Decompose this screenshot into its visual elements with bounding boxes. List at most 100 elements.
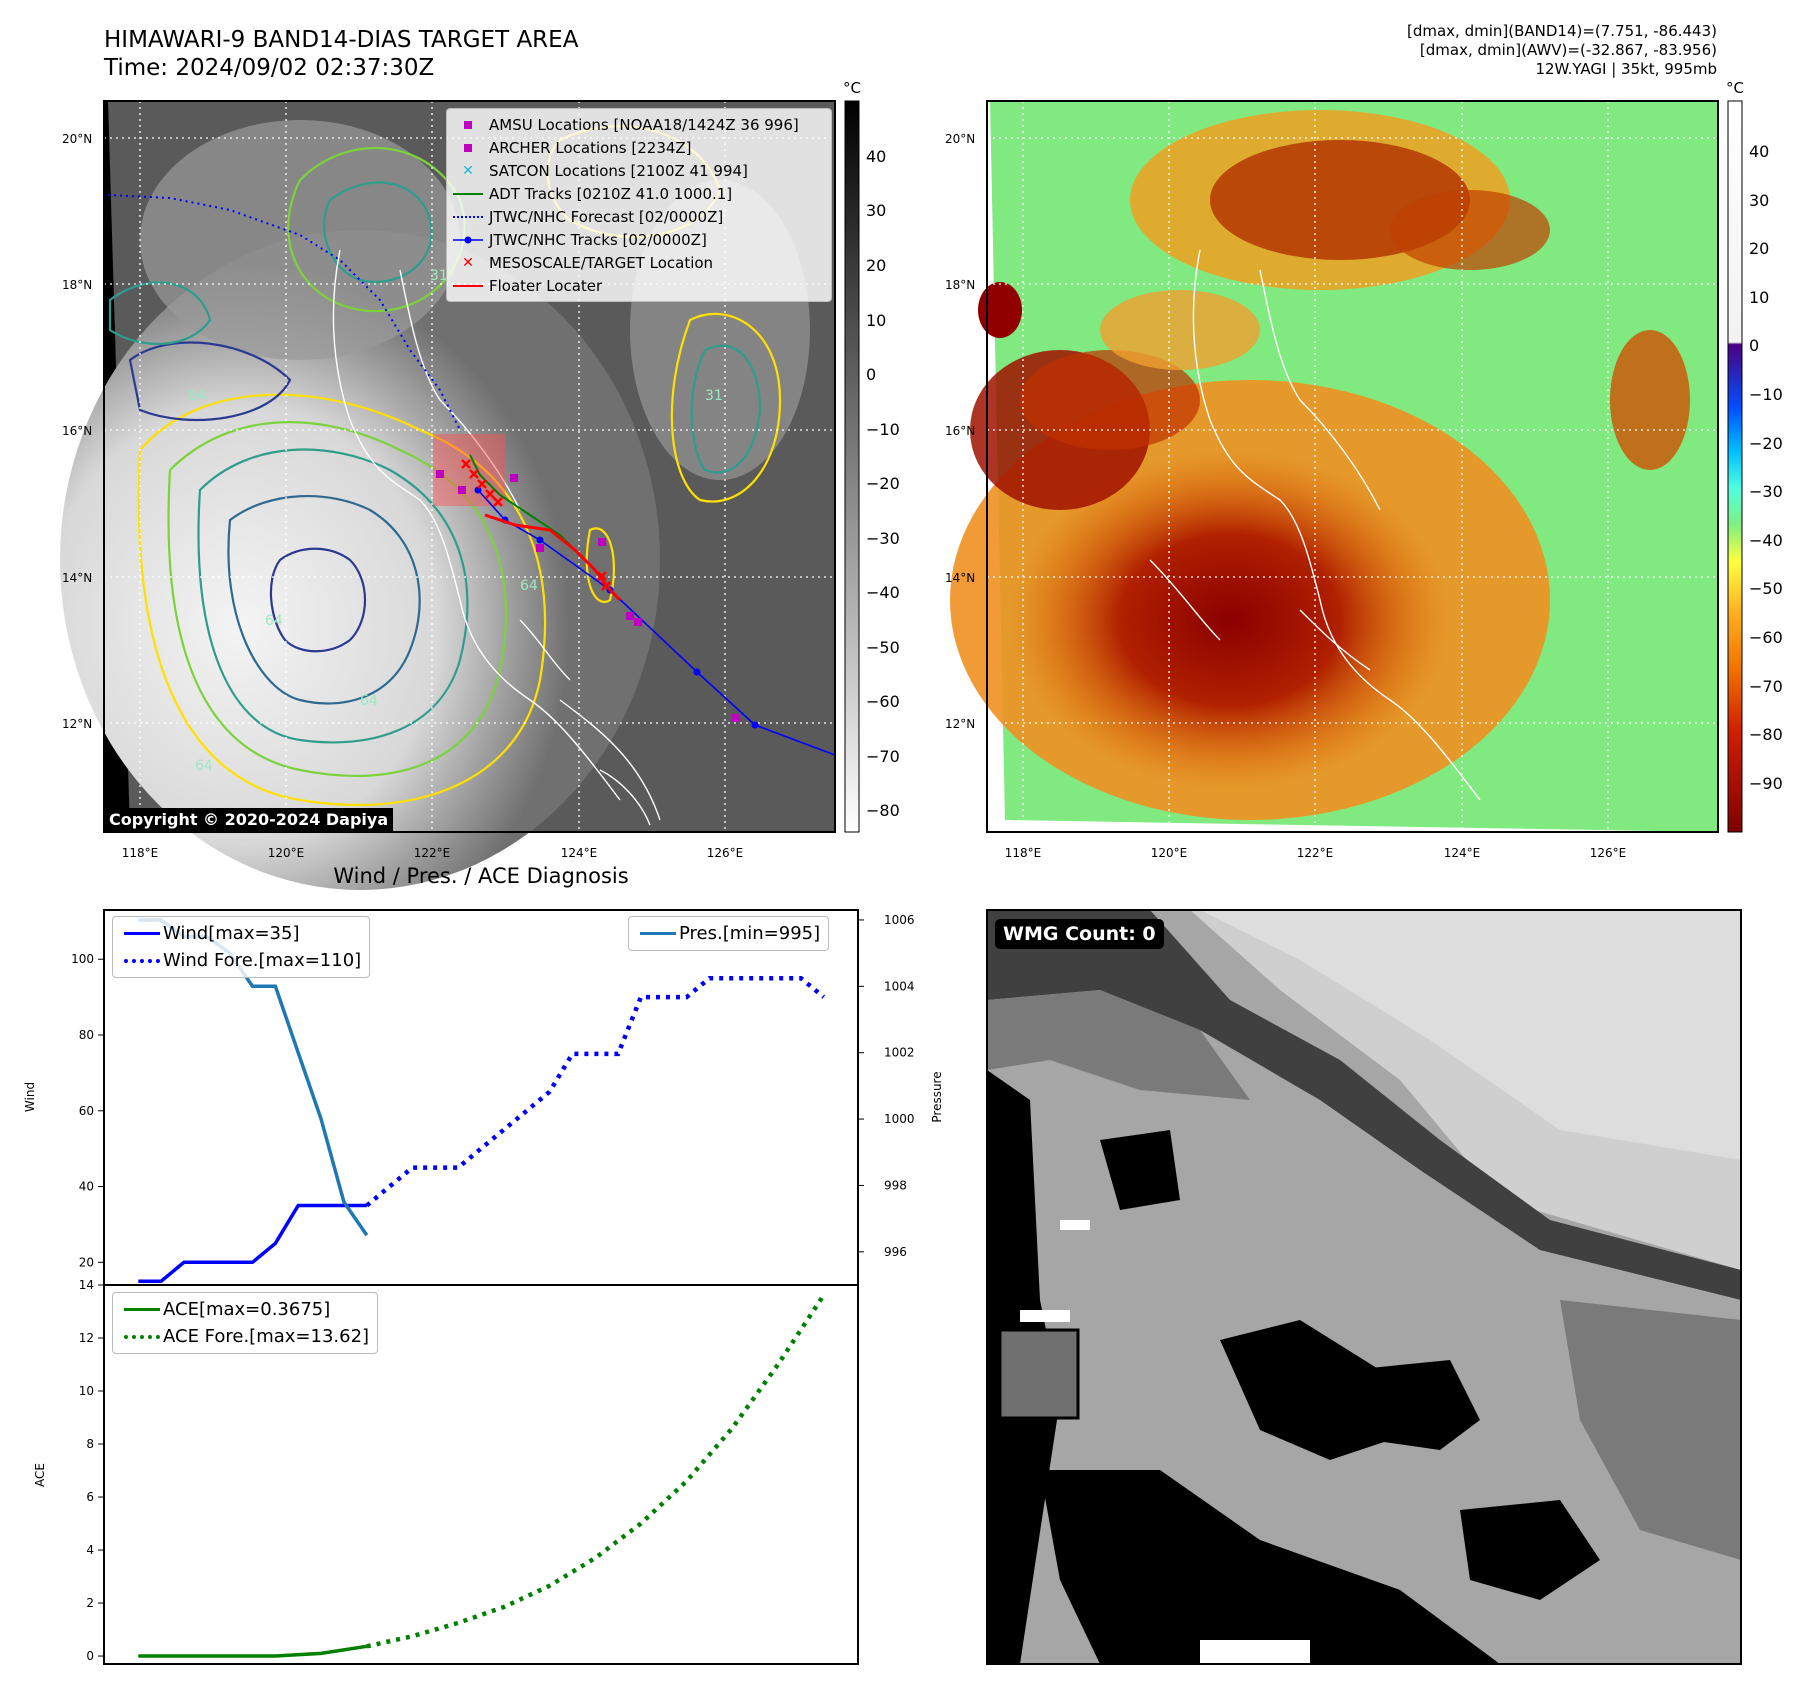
legend-label: ACE Fore.[max=13.62]: [163, 1326, 370, 1347]
legend-label: Floater Locater: [489, 276, 603, 295]
line-marker-icon: [447, 284, 489, 287]
ir-colorbar-tick: 20: [866, 256, 886, 275]
ir-colorbar-ticks: 40 30 20 10 0 −10 −20 −30 −40 −50 −60 −7…: [866, 147, 900, 820]
legend-item-pressure: Pres.[min=995]: [637, 920, 820, 947]
ace-series: [138, 1293, 826, 1658]
ir-lon-labels: 118°E 120°E 122°E 124°E 126°E: [122, 846, 744, 860]
series-line-0: [138, 1203, 367, 1283]
legend-label: AMSU Locations [NOAA18/1424Z 36 996]: [489, 115, 799, 134]
contour-label: 31: [705, 388, 723, 404]
legend-label: ARCHER Locations [2234Z]: [489, 138, 692, 157]
awv-core: [1010, 450, 1450, 790]
awv-colorbar-tick: −20: [1749, 434, 1783, 453]
wind-tick-label: 20: [79, 1255, 94, 1269]
awv-lat-labels: 20°N 18°N 16°N 14°N 12°N: [945, 132, 975, 731]
awv-coastlines: [1149, 249, 1481, 801]
lon-label: 124°E: [1444, 846, 1481, 860]
awv-colorbar-tick: −50: [1749, 579, 1783, 598]
mesoscale-target-box: [433, 434, 505, 506]
lon-label: 122°E: [1297, 846, 1334, 860]
awv-colorbar: °C 40 30 20 10 0 −10 −20 −30 −40 −50 −60…: [1726, 79, 1783, 833]
awv-colorbar-tick: 0: [1749, 336, 1759, 355]
ace-tick-label: 8: [86, 1437, 94, 1451]
legend-label: SATCON Locations [2100Z 41 994]: [489, 161, 748, 180]
pressure-tick-label: 1004: [884, 979, 915, 993]
legend-label: JTWC/NHC Forecast [02/0000Z]: [489, 207, 724, 226]
contour-label: 31: [430, 268, 448, 284]
lon-label: 124°E: [561, 846, 598, 860]
ir-map-legend: AMSU Locations [NOAA18/1424Z 36 996] ARC…: [446, 108, 832, 302]
lon-label: 118°E: [122, 846, 159, 860]
ir-colorbar-tick: −50: [866, 638, 900, 657]
wmg-dark-band: [987, 910, 1741, 1300]
lat-label: 18°N: [62, 278, 92, 292]
line-marker-icon: [637, 932, 679, 935]
wmg-border: [986, 909, 1742, 1665]
legend-label: ADT Tracks [0210Z 41.0 1000.1]: [489, 184, 733, 203]
contour-label: 64: [360, 693, 378, 709]
wmg-count-badge: WMG Count: 0: [995, 919, 1164, 949]
line-dot-icon: [447, 235, 489, 245]
ir-colorbar-tick: 40: [866, 147, 886, 166]
dotted-line-icon: [121, 958, 163, 963]
awv-lon-labels: 118°E 120°E 122°E 124°E 126°E: [1005, 846, 1627, 860]
pressure-legend: Pres.[min=995]: [628, 916, 830, 951]
ir-colorbar-tick: −70: [866, 747, 900, 766]
pressure-tick-label: 1006: [884, 913, 915, 927]
awv-small-blob: [978, 282, 1022, 338]
contour-label: 64: [265, 613, 283, 629]
awv-colorbar-tick: −90: [1749, 774, 1783, 793]
awv-colorbar-tick: −30: [1749, 482, 1783, 501]
wind-tick-labels: 20 40 60 80 100: [71, 952, 104, 1269]
legend-item-archer: ARCHER Locations [2234Z]: [447, 136, 831, 159]
figure-info: [dmax, dmin](BAND14)=(7.751, -86.443) [d…: [1407, 22, 1717, 79]
pressure-tick-label: 996: [884, 1245, 907, 1259]
ir-colorbar-tick: 30: [866, 201, 886, 220]
ir-colorbar-tick: −20: [866, 474, 900, 493]
ir-colorbar-tick: 0: [866, 365, 876, 384]
figure-title: HIMAWARI-9 BAND14-DIAS TARGET AREA Time:…: [104, 26, 578, 82]
info-line-2: [dmax, dmin](AWV)=(-32.867, -83.956): [1419, 41, 1717, 59]
ace-tick-label: 4: [86, 1543, 94, 1557]
lat-label: 18°N: [945, 278, 975, 292]
awv-colorbar-ticks: 40 30 20 10 0 −10 −20 −30 −40 −50 −60 −7…: [1749, 142, 1783, 793]
title-line-2: Time: 2024/09/02 02:37:30Z: [104, 55, 435, 81]
legend-item-wind: Wind[max=35]: [121, 920, 361, 947]
square-marker-icon: [447, 120, 489, 129]
legend-item-ace: ACE[max=0.3675]: [121, 1296, 369, 1323]
ir-colorbar-tick: −10: [866, 420, 900, 439]
awv-colorbar-tick: −40: [1749, 531, 1783, 550]
lat-label: 12°N: [945, 717, 975, 731]
pressure-tick-labels: 996 998 1000 1002 1004 1006: [858, 913, 915, 1259]
legend-item-adt: ADT Tracks [0210Z 41.0 1000.1]: [447, 182, 831, 205]
lat-label: 16°N: [62, 424, 92, 438]
ace-series-line-0: [138, 1644, 368, 1658]
legend-item-amsu: AMSU Locations [NOAA18/1424Z 36 996]: [447, 113, 831, 136]
legend-label: MESOSCALE/TARGET Location: [489, 253, 714, 272]
line-marker-icon: [447, 192, 489, 195]
ir-colorbar-gradient: [844, 100, 860, 833]
legend-label: Wind[max=35]: [163, 923, 300, 944]
ace-tick-label: 14: [79, 1278, 94, 1292]
awv-map-panel: [950, 100, 1719, 833]
lat-label: 16°N: [945, 424, 975, 438]
legend-label: Wind Fore.[max=110]: [163, 950, 362, 971]
wind-tick-label: 60: [79, 1104, 94, 1118]
info-line-3: 12W.YAGI | 35kt, 995mb: [1535, 60, 1717, 78]
ace-axes-frame: [103, 1284, 859, 1665]
line-marker-icon: [121, 932, 163, 935]
legend-item-jtwc-forecast: JTWC/NHC Forecast [02/0000Z]: [447, 205, 831, 228]
target-location-markers: [461, 459, 611, 591]
legend-label: JTWC/NHC Tracks [02/0000Z]: [489, 230, 707, 249]
wmg-black-blob-1: [1220, 1320, 1390, 1460]
lon-label: 120°E: [268, 846, 305, 860]
title-line-1: HIMAWARI-9 BAND14-DIAS TARGET AREA: [104, 27, 579, 53]
lon-label: 120°E: [1151, 846, 1188, 860]
lat-label: 14°N: [62, 571, 92, 585]
ir-colorbar-tick: −60: [866, 692, 900, 711]
ir-cloud-mass: [60, 230, 660, 890]
x-marker-icon: ✕: [462, 162, 474, 179]
awv-colorbar-tick: −60: [1749, 628, 1783, 647]
ace-tick-label: 0: [86, 1649, 94, 1663]
